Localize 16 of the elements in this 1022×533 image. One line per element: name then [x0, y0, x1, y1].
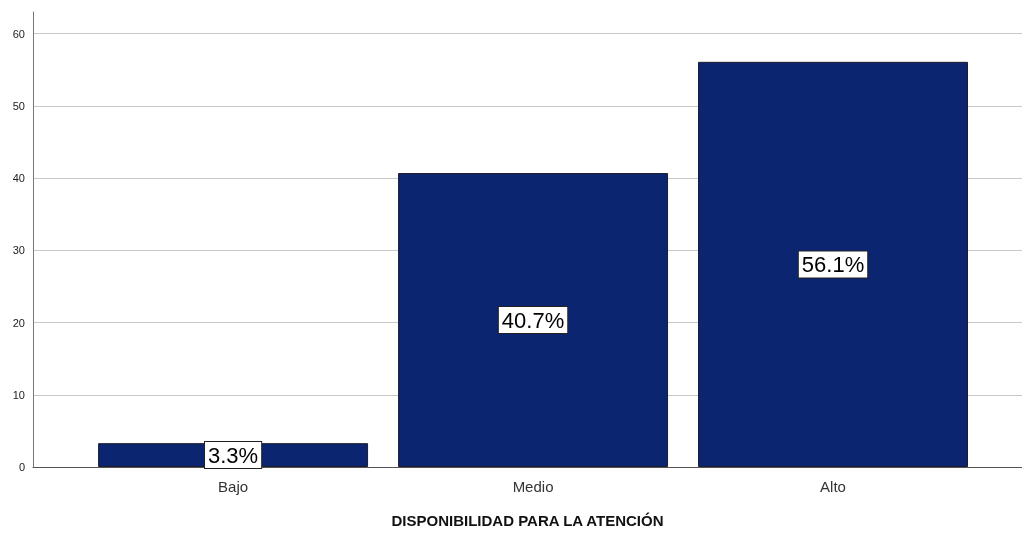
data-label: 3.3%: [208, 442, 259, 468]
y-tick-label: 40: [12, 172, 25, 185]
data-label: 40.7%: [501, 307, 565, 333]
bar: [698, 61, 969, 467]
y-tick-label: 50: [12, 99, 25, 112]
x-tick-label: Medio: [512, 478, 554, 495]
x-tick-label: Alto: [820, 478, 846, 495]
y-tick-label: 60: [12, 27, 25, 40]
y-tick-label: 30: [12, 244, 25, 257]
y-tick-label: 0: [18, 461, 25, 473]
bar: [398, 173, 669, 467]
x-tick-label: Bajo: [218, 478, 249, 495]
data-label: 56.1%: [801, 251, 865, 277]
x-axis-title: DISPONIBILIDAD PARA LA ATENCIÓN: [391, 512, 664, 529]
y-tick-label: 10: [12, 388, 25, 401]
y-tick-label: 20: [12, 316, 25, 329]
